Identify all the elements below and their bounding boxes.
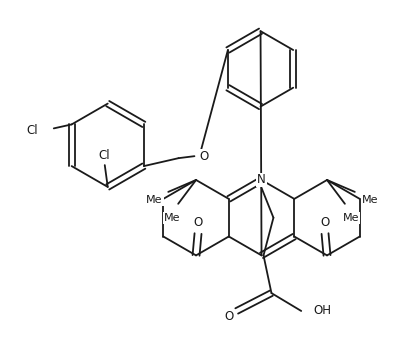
Text: Me: Me [164, 213, 181, 223]
Text: Me: Me [146, 195, 163, 205]
Text: Me: Me [343, 213, 359, 223]
Text: O: O [194, 216, 203, 229]
Text: O: O [224, 310, 234, 323]
Text: N: N [257, 173, 266, 187]
Text: OH: OH [313, 304, 331, 318]
Text: Cl: Cl [26, 124, 38, 137]
Text: Me: Me [362, 195, 378, 205]
Text: Cl: Cl [98, 149, 109, 162]
Text: O: O [200, 150, 208, 163]
Text: O: O [320, 216, 330, 229]
